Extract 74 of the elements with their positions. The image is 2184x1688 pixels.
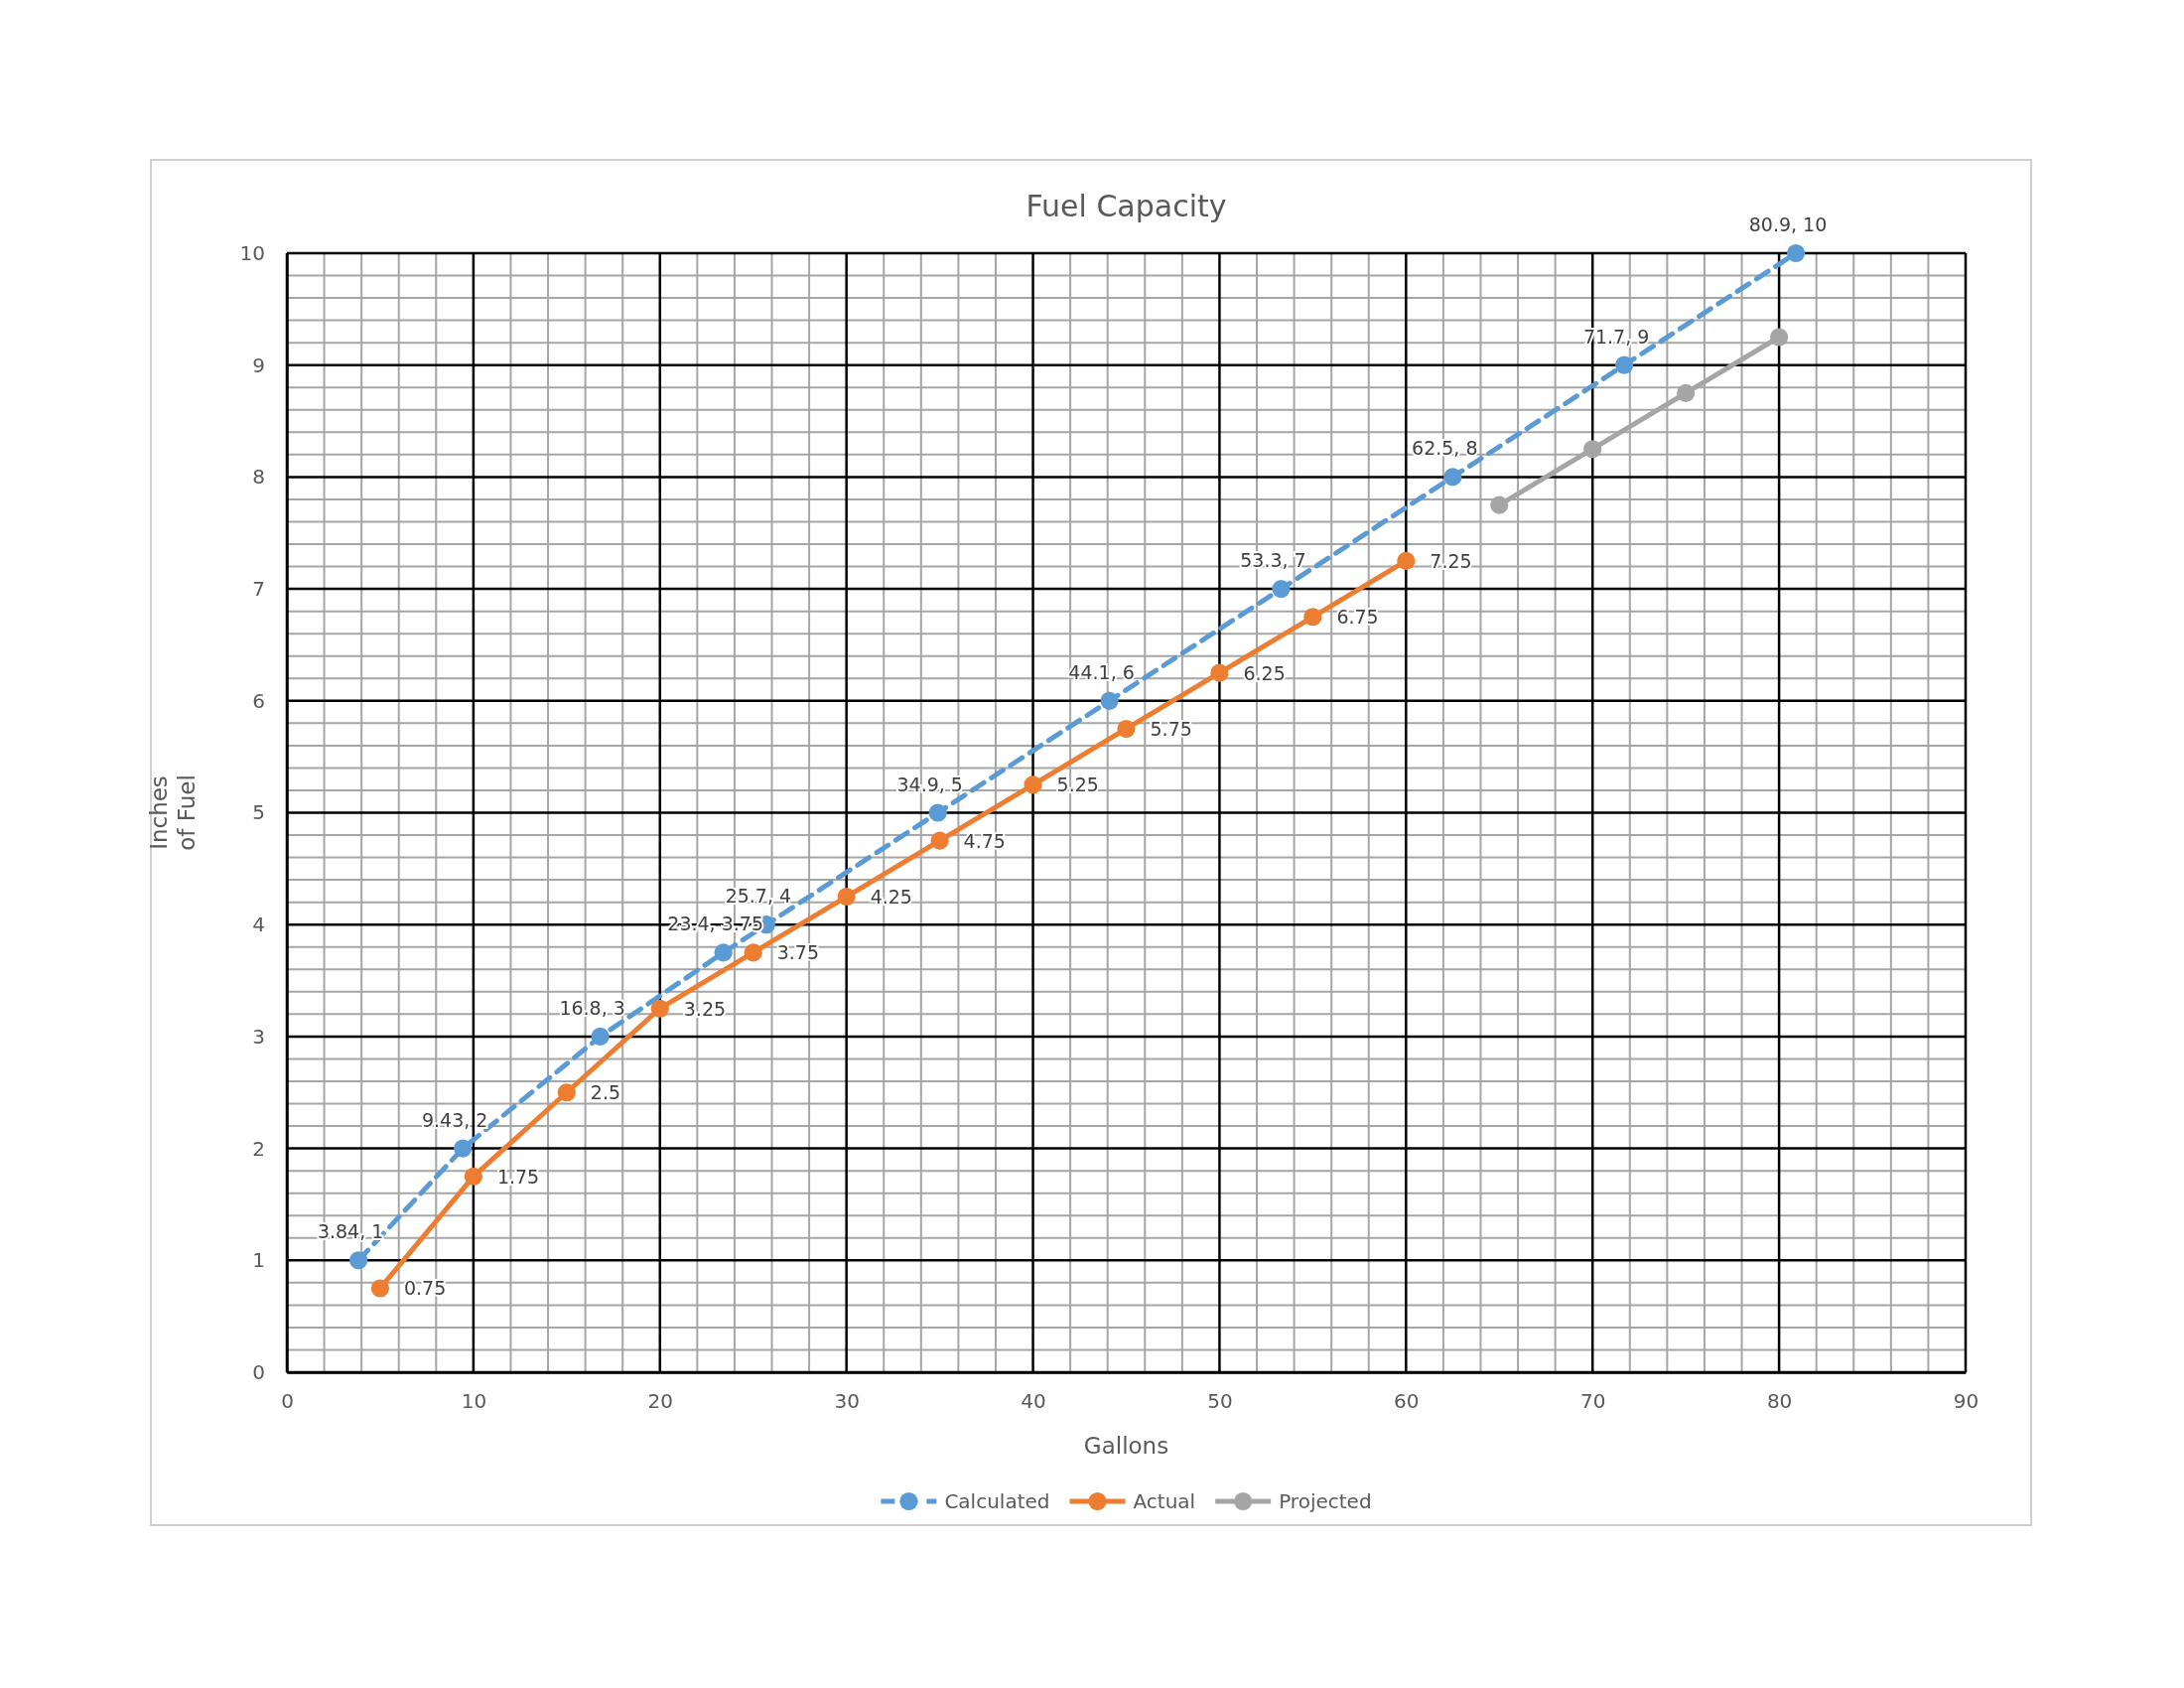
y-tick-label: 6 [252, 688, 265, 713]
point [1397, 551, 1416, 570]
point [1024, 775, 1042, 794]
y-tick-label: 8 [252, 465, 265, 490]
data-label: 6.25 [1243, 661, 1286, 684]
point [454, 1139, 473, 1158]
data-label: 5.75 [1150, 717, 1192, 740]
point [1303, 608, 1322, 627]
data-label: 80.9, 10 [1748, 213, 1828, 235]
x-tick-label: 20 [647, 1389, 673, 1414]
data-label: 3.75 [776, 941, 820, 964]
point [1583, 440, 1602, 459]
x-tick-label: 0 [281, 1389, 294, 1414]
point [370, 1279, 390, 1298]
data-label: 3.25 [683, 997, 727, 1020]
point [1100, 691, 1119, 710]
point [650, 999, 669, 1018]
data-label: 7.25 [1430, 549, 1472, 572]
point [837, 887, 856, 907]
point [464, 1167, 482, 1186]
x-tick-label: 30 [834, 1389, 860, 1414]
data-label: 62.5, 8 [1412, 437, 1478, 460]
data-label: 3.84, 1 [317, 1220, 384, 1243]
point [744, 943, 762, 962]
legend-label: Calculated [944, 1489, 1050, 1513]
chart-title: Fuel Capacity [1025, 189, 1227, 223]
y-tick-label: 3 [252, 1024, 265, 1049]
data-label: 34.9, 5 [896, 773, 963, 795]
y-tick-label: 5 [252, 800, 265, 825]
data-label: 44.1, 6 [1068, 660, 1135, 683]
point [1615, 355, 1634, 374]
x-tick-label: 60 [1394, 1389, 1420, 1414]
data-label: 16.8, 3 [559, 996, 625, 1019]
y-tick-label: 0 [252, 1359, 265, 1384]
point [928, 803, 947, 822]
data-label: 4.25 [870, 886, 912, 909]
y-tick-label: 4 [252, 913, 265, 937]
y-tick-label: 1 [252, 1248, 265, 1273]
y-tick-label: 9 [252, 352, 265, 377]
point [1272, 580, 1291, 599]
data-label: 9.43, 2 [421, 1108, 488, 1131]
x-tick-label: 70 [1580, 1389, 1606, 1414]
data-label: 6.75 [1336, 606, 1379, 629]
y-tick-label: 7 [252, 577, 265, 601]
y-tick-label: 10 [239, 240, 265, 265]
y-axis-title: Inches of Fuel [146, 774, 200, 851]
y-tick-label: 2 [252, 1136, 265, 1161]
point [714, 943, 733, 962]
point [349, 1251, 368, 1270]
data-label: 2.5 [590, 1081, 621, 1104]
x-tick-label: 90 [1953, 1389, 1979, 1414]
point [1117, 719, 1136, 739]
data-label: 5.25 [1056, 774, 1099, 796]
point [557, 1083, 576, 1102]
point [1677, 383, 1696, 402]
data-label: 0.75 [403, 1277, 447, 1300]
data-label: 25.7, 4 [725, 885, 792, 908]
data-label: 4.75 [963, 829, 1006, 852]
point [1210, 663, 1229, 682]
point [930, 831, 949, 850]
point [1490, 495, 1509, 514]
x-axis-title: Gallons [1083, 1433, 1169, 1459]
legend-label: Projected [1279, 1489, 1372, 1513]
point [591, 1027, 610, 1046]
data-label: 53.3, 7 [1240, 549, 1306, 572]
x-tick-label: 40 [1021, 1389, 1046, 1414]
x-tick-label: 10 [461, 1389, 487, 1414]
point [1443, 468, 1462, 487]
legend-label: Actual [1133, 1489, 1196, 1513]
point [1786, 243, 1806, 263]
x-tick-label: 50 [1207, 1389, 1233, 1414]
point [1770, 328, 1789, 347]
x-tick-label: 80 [1766, 1389, 1793, 1414]
data-label: 1.75 [496, 1165, 540, 1188]
